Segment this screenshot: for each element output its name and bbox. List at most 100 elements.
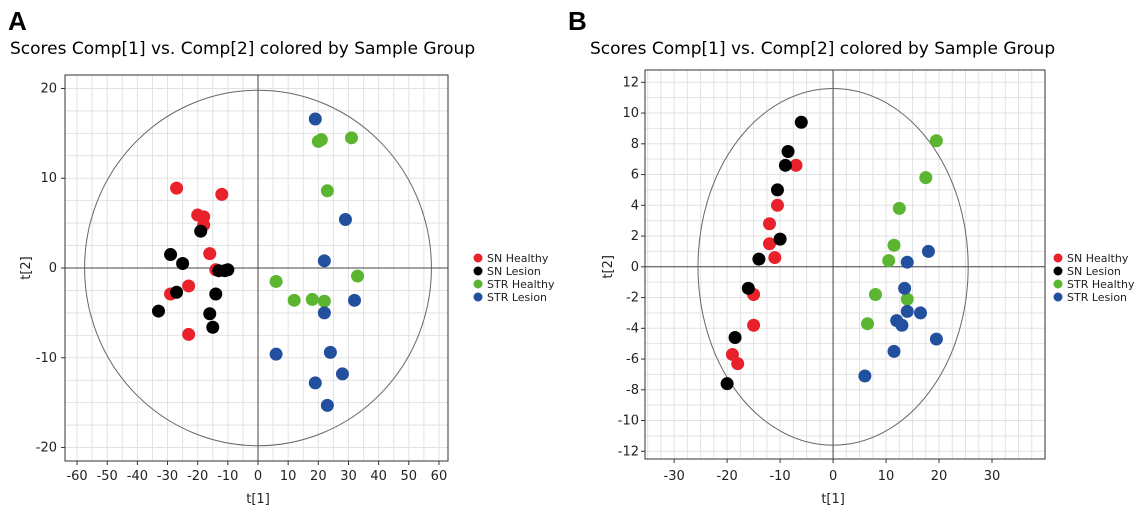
panel-b-y-tick-label: 10 bbox=[622, 106, 639, 121]
panel-b-data-point bbox=[913, 306, 927, 320]
panel-a-y-tick-label: -20 bbox=[36, 441, 57, 456]
panel-a-data-point bbox=[287, 293, 301, 307]
panel-b-data-point bbox=[882, 254, 896, 268]
panel-a-data-point bbox=[323, 345, 337, 359]
panel-b-legend-marker bbox=[1053, 253, 1063, 263]
panel-b-data-point bbox=[747, 318, 761, 332]
panel-a-data-point bbox=[338, 213, 352, 227]
panel-a-legend-label: SN Healthy bbox=[487, 252, 549, 265]
panel-b-y-tick-label: 4 bbox=[631, 198, 639, 213]
panel-a-data-point bbox=[305, 292, 319, 306]
panel-b-data-point bbox=[770, 183, 784, 197]
panel-b-data-point bbox=[900, 304, 914, 318]
panel-a-legend-marker bbox=[473, 279, 483, 289]
panel-b-data-point bbox=[887, 238, 901, 252]
panel-a-data-point bbox=[151, 304, 165, 318]
panel-a-x-axis-label: t[1] bbox=[246, 492, 270, 507]
panel-a-y-axis-label: t[2] bbox=[19, 256, 34, 280]
panel-a-data-point bbox=[344, 131, 358, 145]
panel-a-data-point bbox=[348, 293, 362, 307]
panel-a-x-tick-label: 0 bbox=[254, 469, 262, 484]
panel-a-x-tick-label: -60 bbox=[66, 469, 87, 484]
panel-b-data-point bbox=[861, 317, 875, 331]
panel-a-x-tick-label: 50 bbox=[401, 469, 418, 484]
panel-b-data-point bbox=[929, 332, 943, 346]
panel-b-plot: -30 -20 -10 0 10 20 30-12-10-8-6-4-2024681012t… bbox=[601, 69, 1135, 507]
panel-a-data-point bbox=[194, 224, 208, 238]
panel-b-x-tick-label: -10 bbox=[769, 469, 790, 484]
panel-a-data-point bbox=[320, 184, 334, 198]
panel-a-x-tick-label: -10 bbox=[217, 469, 238, 484]
panel-a-series-str-lesion bbox=[269, 112, 362, 412]
panel-b-y-tick-label: 8 bbox=[631, 137, 639, 152]
panel-a-series-sn-lesion bbox=[151, 224, 235, 334]
panel-a-data-point bbox=[170, 181, 184, 195]
panel-b-data-point bbox=[763, 237, 777, 251]
panel-b-data-point bbox=[720, 377, 734, 391]
panel-b-data-point bbox=[895, 318, 909, 332]
panel-a-data-point bbox=[203, 307, 217, 321]
panel-a-x-tick-label: 40 bbox=[370, 469, 387, 484]
panel-b-y-tick-label: 12 bbox=[622, 75, 639, 90]
panel-a-data-point bbox=[317, 294, 331, 308]
panel-a-data-point bbox=[215, 187, 229, 201]
panel-a-data-point bbox=[203, 247, 217, 261]
panel-b-data-point bbox=[898, 281, 912, 295]
panel-a-plot: -60 -50 -40 -30 -20 -10 0 10 20 30 40 50 60 -20 -10 0 10… bbox=[19, 74, 555, 507]
panel-b-data-point bbox=[858, 369, 872, 383]
panel-b-y-tick-label: -2 bbox=[626, 291, 639, 306]
panel-a-data-point bbox=[170, 285, 184, 299]
panel-a-title: Scores Comp[1] vs. Comp[2] colored by Sa… bbox=[10, 39, 476, 59]
panel-a-data-point bbox=[269, 347, 283, 361]
panel-b-data-point bbox=[741, 281, 755, 295]
panel-b-confidence-ellipse bbox=[697, 87, 969, 446]
panel-b-x-tick-label: 10 bbox=[878, 469, 895, 484]
panel-a-data-point bbox=[308, 112, 322, 126]
panel-a-x-tick-label: 60 bbox=[431, 469, 448, 484]
panel-b-y-tick-label: 0 bbox=[631, 260, 639, 275]
panel-a-legend-label: STR Healthy bbox=[487, 278, 555, 291]
panel-b-x-tick-label: 0 bbox=[829, 469, 837, 484]
panel-b-series-str-lesion bbox=[858, 244, 943, 383]
panel-b-x-tick-label: 30 bbox=[984, 469, 1001, 484]
panel-a-x-tick-label: 20 bbox=[310, 469, 327, 484]
panel-a-data-point bbox=[176, 257, 190, 271]
panel-a-x-tick-label: 10 bbox=[280, 469, 297, 484]
panel-b-data-point bbox=[900, 255, 914, 269]
panel-a-data-point bbox=[206, 320, 220, 334]
panel-a-legend-label: SN Lesion bbox=[487, 265, 541, 278]
panel-a-confidence-ellipse bbox=[84, 89, 432, 447]
panel-b-legend-label: STR Lesion bbox=[1067, 291, 1127, 304]
panel-b-data-point bbox=[773, 232, 787, 246]
panel-a-y-tick-label: 10 bbox=[40, 171, 57, 186]
panel-b-legend-label: SN Lesion bbox=[1067, 265, 1121, 278]
panel-a-x-tick-label: -30 bbox=[157, 469, 178, 484]
panel-b-data-point bbox=[919, 171, 933, 185]
panel-a-legend-marker bbox=[473, 253, 483, 263]
panel-b-x-tick-label: 20 bbox=[931, 469, 948, 484]
panel-a-data-point bbox=[314, 133, 328, 147]
panel-b-data-point bbox=[768, 251, 782, 265]
panel-b-data-point bbox=[868, 287, 882, 301]
panel-a-x-tick-label: -40 bbox=[127, 469, 148, 484]
panel-a-data-point bbox=[320, 398, 334, 412]
panel-a-data-point bbox=[221, 263, 235, 277]
panel-b-x-axis-label: t[1] bbox=[821, 492, 845, 507]
panel-b-x-tick-label: -30 bbox=[664, 469, 685, 484]
panel-b-data-point bbox=[921, 244, 935, 258]
panel-b-y-tick-label: 6 bbox=[631, 168, 639, 183]
panel-b-y-tick-label: -12 bbox=[618, 444, 639, 459]
panel-b-data-point bbox=[789, 158, 803, 172]
panel-a-data-point bbox=[308, 376, 322, 390]
panel-a-data-point bbox=[317, 306, 331, 320]
panel-a-data-point bbox=[269, 274, 283, 288]
panel-b-legend-marker bbox=[1053, 279, 1063, 289]
panel-b-series-sn-lesion bbox=[720, 115, 808, 391]
panel-b-legend-marker bbox=[1053, 292, 1063, 302]
panel-b-data-point bbox=[763, 217, 777, 231]
panel-a-y-tick-label: 20 bbox=[40, 81, 57, 96]
panel-b-y-tick-label: -10 bbox=[618, 414, 639, 429]
panel-b-data-point bbox=[900, 292, 914, 306]
panel-b-title: Scores Comp[1] vs. Comp[2] colored by Sa… bbox=[590, 39, 1056, 59]
panel-a-x-tick-label: -50 bbox=[97, 469, 118, 484]
